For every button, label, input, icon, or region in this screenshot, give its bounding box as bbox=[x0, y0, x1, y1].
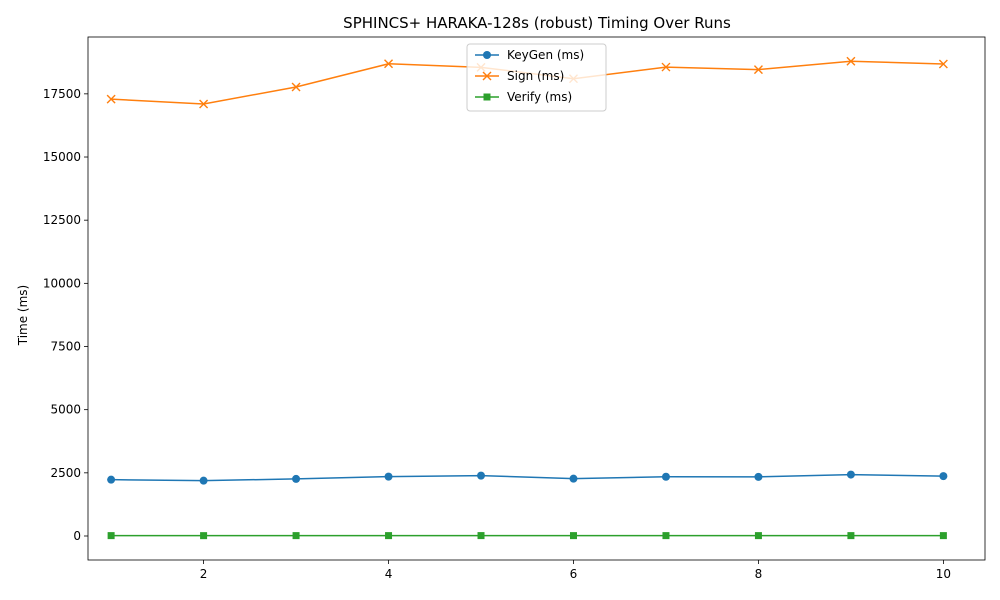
y-tick-label: 5000 bbox=[50, 403, 81, 417]
data-point bbox=[292, 474, 301, 483]
legend-label: Sign (ms) bbox=[507, 69, 564, 83]
data-point bbox=[662, 532, 670, 540]
x-tick-label: 4 bbox=[385, 567, 393, 581]
data-point bbox=[477, 532, 485, 540]
legend-marker bbox=[483, 93, 491, 101]
y-tick-label: 0 bbox=[73, 529, 81, 543]
series-0 bbox=[107, 470, 948, 485]
x-marker-stroke bbox=[938, 59, 948, 69]
data-point bbox=[753, 65, 763, 75]
data-point bbox=[384, 59, 394, 69]
x-tick-label: 8 bbox=[755, 567, 763, 581]
x-marker-stroke bbox=[753, 65, 763, 75]
data-point bbox=[939, 472, 948, 481]
data-point bbox=[291, 82, 301, 92]
chart-title: SPHINCS+ HARAKA-128s (robust) Timing Ove… bbox=[343, 14, 731, 32]
data-point bbox=[939, 532, 947, 540]
legend: KeyGen (ms) Sign (ms) Verify (ms) bbox=[466, 43, 607, 112]
x-axis: 2 4 6 8 10 bbox=[200, 560, 951, 581]
data-point bbox=[569, 532, 577, 540]
x-tick-label: 6 bbox=[570, 567, 578, 581]
plot-frame bbox=[87, 36, 986, 561]
series-line bbox=[111, 473, 944, 482]
data-point bbox=[384, 472, 393, 481]
data-point bbox=[661, 62, 671, 72]
y-tick-label: 17500 bbox=[43, 87, 81, 101]
y-tick-label: 15000 bbox=[43, 150, 81, 164]
legend-marker bbox=[482, 71, 492, 81]
y-axis-label: Time (ms) bbox=[16, 285, 30, 347]
data-point bbox=[754, 472, 763, 481]
legend-marker bbox=[483, 51, 491, 59]
legend-item: KeyGen (ms) bbox=[475, 48, 584, 62]
y-tick-label: 10000 bbox=[43, 276, 81, 290]
x-marker-stroke bbox=[482, 71, 492, 81]
x-marker-stroke bbox=[199, 99, 209, 109]
data-point bbox=[477, 471, 486, 480]
x-marker-stroke bbox=[384, 59, 394, 69]
data-point bbox=[938, 59, 948, 69]
legend-label: Verify (ms) bbox=[507, 90, 572, 104]
data-point bbox=[107, 532, 115, 540]
data-point bbox=[846, 56, 856, 66]
x-tick-label: 2 bbox=[200, 567, 208, 581]
data-point bbox=[292, 532, 300, 540]
legend-box bbox=[466, 43, 607, 112]
legend-item: Sign (ms) bbox=[475, 69, 564, 83]
y-tick-label: 2500 bbox=[50, 466, 81, 480]
data-point bbox=[847, 532, 855, 540]
data-point bbox=[200, 532, 208, 540]
data-point bbox=[106, 94, 116, 104]
y-tick-label: 7500 bbox=[50, 340, 81, 354]
data-point bbox=[661, 472, 670, 481]
data-point bbox=[569, 474, 578, 483]
x-marker-stroke bbox=[846, 56, 856, 66]
plot-area bbox=[87, 36, 986, 561]
legend-label: KeyGen (ms) bbox=[507, 48, 584, 62]
series-2 bbox=[107, 532, 947, 540]
x-tick-label: 10 bbox=[936, 567, 951, 581]
data-point bbox=[846, 470, 855, 479]
data-point bbox=[385, 532, 393, 540]
x-marker-stroke bbox=[106, 94, 116, 104]
data-point bbox=[107, 475, 116, 484]
data-point bbox=[199, 99, 209, 109]
data-point bbox=[754, 532, 762, 540]
y-tick-label: 12500 bbox=[43, 213, 81, 227]
x-marker-stroke bbox=[661, 62, 671, 72]
data-point bbox=[199, 476, 208, 485]
legend-item: Verify (ms) bbox=[475, 90, 572, 104]
y-axis: 0 2500 5000 7500 10000 12500 15000 17500 bbox=[43, 87, 88, 543]
x-marker-stroke bbox=[291, 82, 301, 92]
